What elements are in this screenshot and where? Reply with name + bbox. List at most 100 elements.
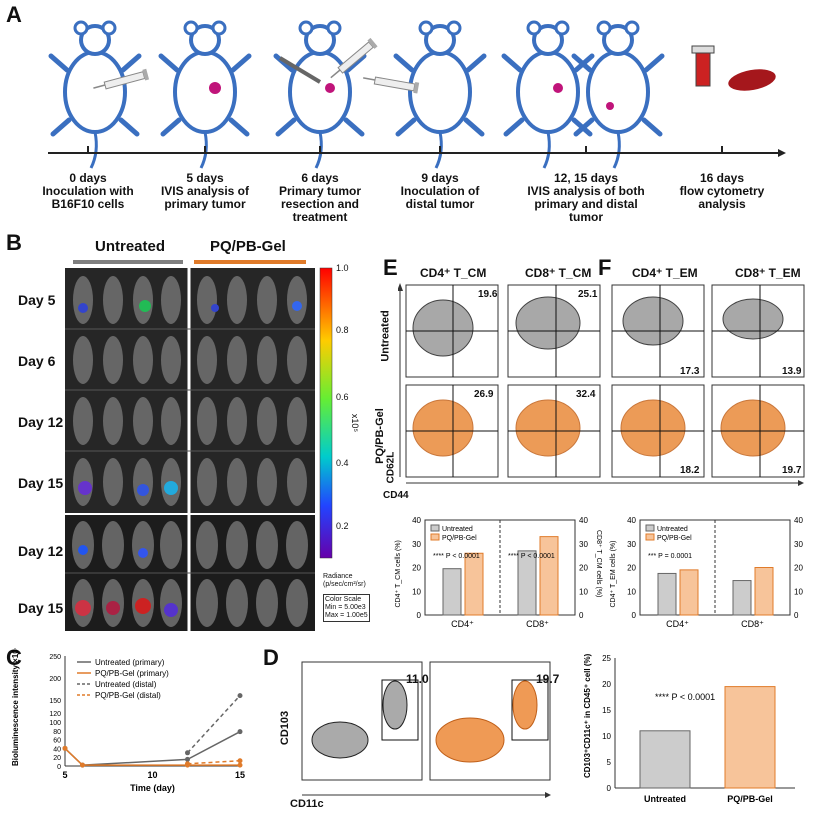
ytick-right: 30 xyxy=(579,540,588,549)
ylabel-right: CD8⁺ T_CM cells (%) xyxy=(595,530,602,597)
ytick-right: 40 xyxy=(579,516,588,525)
data-point xyxy=(185,750,190,756)
bar xyxy=(442,568,462,616)
e-num-3: 26.9 xyxy=(474,389,494,400)
flow-plots xyxy=(398,283,805,486)
legend-label: Untreated xyxy=(657,526,688,533)
ytick: 0 xyxy=(607,784,612,793)
category-label: CD4⁺ xyxy=(451,619,474,629)
e-num-1: 19.6 xyxy=(478,289,498,300)
bar xyxy=(754,567,774,616)
f-num-2: 13.9 xyxy=(782,366,802,377)
ytick: 150 xyxy=(49,698,61,705)
series-line xyxy=(187,759,241,765)
ytick: 60 xyxy=(53,738,61,745)
y-label: Bioluminescence intensity ×10⁴ (p/s) xyxy=(11,648,20,766)
cb-exp: x10⁵ xyxy=(350,413,361,433)
cb-radiance: Radiance (p/sec/cm²/sr) xyxy=(323,573,366,588)
legend-label: PQ/PB-Gel (distal) xyxy=(95,691,161,700)
ytick-left: 10 xyxy=(627,587,636,596)
ytick-right: 40 xyxy=(794,516,803,525)
f-num-3: 18.2 xyxy=(680,465,700,476)
colorbar xyxy=(319,267,333,559)
group-title-untreated: Untreated xyxy=(95,238,166,255)
row-label-day15b: Day 15 xyxy=(18,600,64,616)
d-num-2: 19.7 xyxy=(536,672,560,686)
timeline-step-1: 5 days IVIS analysis of primary tumor xyxy=(160,171,250,211)
f-col1-title: CD4⁺ T_EM xyxy=(632,266,698,280)
legend-label: PQ/PB-Gel xyxy=(657,535,692,542)
timeline-step-0: 0 days Inoculation with B16F10 cells xyxy=(42,171,134,211)
mouse-day12a xyxy=(504,22,592,168)
ef-bar-charts: 0 0 10 10 20 20 30 30 40 40 CD4⁺ CD8⁺ **** P < 0.000… xyxy=(395,516,803,629)
e-row-untreated: Untreated xyxy=(379,310,392,362)
legend-label: PQ/PB-Gel (primary) xyxy=(95,669,169,678)
bar xyxy=(539,536,559,616)
data-point xyxy=(237,762,243,768)
ytick-left: 10 xyxy=(412,587,421,596)
timeline-step-5: 16 days flow cytometry analysis xyxy=(679,171,765,211)
ytick: 120 xyxy=(49,711,61,718)
ytick: 100 xyxy=(49,720,61,727)
mouse-day0 xyxy=(51,22,139,168)
f-num-1: 17.3 xyxy=(680,366,700,377)
mouse-day12b xyxy=(574,22,662,168)
ytick: 10 xyxy=(602,732,611,741)
data-point xyxy=(62,745,68,751)
mouse-day5 xyxy=(161,22,249,168)
panel-a-illustration xyxy=(48,0,786,235)
timeline-step-2: 6 days Primary tumor resection and treatm… xyxy=(278,171,362,224)
bar xyxy=(724,686,776,789)
legend-swatch xyxy=(645,524,655,532)
ytick-left: 40 xyxy=(412,516,421,525)
data-point xyxy=(185,756,190,762)
legend-swatch xyxy=(645,533,655,541)
ytick-left: 0 xyxy=(632,611,637,620)
untreated-bar xyxy=(73,260,183,264)
timeline-step-4: 12, 15 days IVIS analysis of both primary… xyxy=(527,171,645,224)
ivis-image-grid xyxy=(65,268,315,631)
cb-tick-2: 0.8 xyxy=(336,325,349,335)
ytick: 20 xyxy=(602,680,611,689)
d-ylabel: CD103 xyxy=(279,710,292,746)
e-num-2: 25.1 xyxy=(578,289,598,300)
category-label: CD8⁺ xyxy=(741,619,764,629)
ytick-left: 0 xyxy=(417,611,422,620)
bar xyxy=(657,572,677,616)
ytick: 200 xyxy=(49,676,61,683)
ytick: 5 xyxy=(607,758,612,767)
ylabel-left: CD4⁺ T_CM cells (%) xyxy=(395,540,402,607)
category-label: CD8⁺ xyxy=(526,619,549,629)
category-label: CD4⁺ xyxy=(666,619,689,629)
significance: **** P < 0.0001 xyxy=(508,553,555,560)
ytick-right: 10 xyxy=(579,587,588,596)
ytick: 25 xyxy=(602,654,611,663)
ytick-right: 10 xyxy=(794,587,803,596)
ytick: 40 xyxy=(53,746,61,753)
y-label: CD103⁺CD11c⁺ in CD45⁺ cell (%) xyxy=(583,653,592,778)
mouse-day6 xyxy=(276,22,364,168)
series-line xyxy=(64,747,240,766)
bar xyxy=(464,552,484,616)
significance: **** P < 0.0001 xyxy=(433,553,480,560)
series-line xyxy=(64,731,241,766)
ytick-right: 0 xyxy=(794,611,799,620)
legend-swatch xyxy=(430,524,440,532)
ytick: 15 xyxy=(602,706,611,715)
panel-letter-e: E xyxy=(383,255,398,280)
e-col2-title: CD8⁺ T_CM xyxy=(525,266,592,280)
legend-label: Untreated (distal) xyxy=(95,680,157,689)
panel-letter-c: C xyxy=(6,645,22,670)
ytick: 80 xyxy=(53,729,61,736)
bar xyxy=(517,550,537,616)
f-col2-title: CD8⁺ T_EM xyxy=(735,266,801,280)
ytick-left: 30 xyxy=(627,540,636,549)
bar xyxy=(679,569,699,616)
legend-label: Untreated xyxy=(442,526,473,533)
panel-letter-b: B xyxy=(6,230,22,255)
legend-label: Untreated (primary) xyxy=(95,658,165,667)
row-label-day6: Day 6 xyxy=(18,353,56,369)
ytick: 250 xyxy=(49,654,61,661)
x-label: Time (day) xyxy=(130,783,175,793)
